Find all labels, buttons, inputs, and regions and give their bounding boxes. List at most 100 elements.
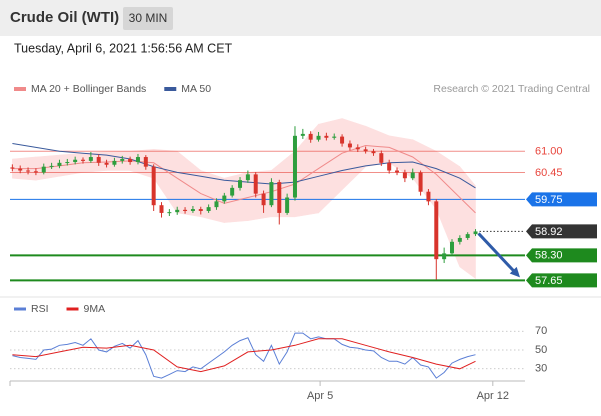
candle-body [18, 168, 23, 171]
level-tag [526, 192, 597, 207]
candle-body [371, 151, 376, 154]
timeframe: 30 MIN [129, 11, 168, 25]
candle-body [159, 205, 164, 213]
candle-body [434, 201, 439, 260]
candle-body [300, 133, 305, 136]
candle-body [10, 167, 15, 169]
candle-body [395, 170, 400, 173]
bollinger-band [247, 170, 272, 221]
candle-body [347, 143, 352, 148]
bollinger-band [224, 172, 249, 223]
candle-body [88, 157, 93, 161]
candle-body [73, 159, 78, 163]
candle-body [402, 172, 407, 179]
candle-body [285, 197, 290, 213]
candle-body [442, 253, 447, 260]
indicator-line [12, 332, 476, 379]
level-tag [526, 224, 597, 239]
level-label: 58.92 [535, 226, 563, 238]
candle-body [175, 209, 180, 213]
candle-body [104, 162, 109, 165]
candle-body [379, 153, 384, 163]
candle-body [316, 135, 321, 140]
source: Research © 2021 Trading Central [433, 83, 590, 95]
candle-body [81, 159, 86, 161]
projection-arrow [477, 232, 518, 275]
candle-body [426, 191, 431, 202]
candle-body [465, 234, 470, 238]
level-tag [526, 248, 597, 263]
candle-body [112, 160, 117, 165]
candle-body [261, 193, 266, 206]
y-tick-label: 70 [535, 325, 547, 337]
candle-body [198, 209, 203, 211]
candle-body [49, 165, 54, 167]
candle-body [253, 174, 258, 194]
candle-body [292, 135, 297, 198]
candle-body [151, 166, 156, 206]
candle-body [143, 157, 148, 167]
timeframe-badge [123, 7, 173, 30]
candle-body [183, 209, 188, 211]
candle-body [340, 136, 345, 144]
bollinger-band [388, 135, 414, 179]
candle-body [65, 162, 70, 164]
candle-body [473, 231, 478, 235]
legend-label: 9MA [84, 303, 106, 315]
projection-arrowhead [509, 266, 520, 278]
level-label: 58.30 [535, 250, 563, 262]
level-label: 59.75 [535, 194, 563, 206]
level-tag [526, 273, 597, 288]
candle-body [410, 172, 415, 179]
level-label: 61.00 [535, 146, 563, 158]
candle-body [57, 162, 62, 166]
candle-body [245, 174, 250, 181]
candle-body [26, 170, 31, 172]
candle-body [33, 171, 38, 173]
candle-body [449, 241, 454, 254]
timestamp: Tuesday, April 6, 2021 1:56:56 AM CET [14, 41, 233, 55]
candle-body [214, 201, 219, 208]
bollinger-band [176, 150, 202, 218]
candle-body [457, 237, 462, 242]
price-panel: MA 20 + Bollinger Bands MA 50 61.00 60.45 59… [10, 83, 597, 288]
candle-body [206, 207, 211, 211]
candle-body [355, 147, 360, 150]
candle-body [238, 180, 243, 188]
header-bar [0, 0, 601, 36]
bollinger-band [412, 139, 437, 210]
legend-label: RSI [31, 303, 49, 315]
candle-body [387, 162, 392, 171]
indicator-line [12, 338, 476, 373]
candle-body [308, 133, 313, 140]
candle-body [269, 182, 274, 206]
candle-body [167, 212, 172, 214]
candle-body [418, 172, 423, 192]
bollinger-band [129, 148, 154, 179]
candle-body [230, 187, 235, 196]
legend-label: MA 50 [181, 83, 211, 95]
x-tick-label: Apr 5 [307, 390, 333, 402]
bollinger-band [153, 148, 178, 214]
candle-body [324, 135, 329, 138]
candle-body [96, 157, 101, 163]
candle-body [135, 157, 140, 163]
candle-body [120, 158, 125, 161]
candle-body [128, 158, 133, 163]
candle-body [277, 182, 282, 213]
rsi-panel: RSI 9MA 70 50 30 Apr 5 Apr 12 [9, 303, 547, 402]
candle-body [332, 136, 337, 138]
bollinger-band [341, 118, 366, 191]
bollinger-band [459, 165, 476, 279]
candle-body [41, 166, 46, 173]
y-tick-label: 50 [535, 344, 547, 356]
legend-label: MA 20 + Bollinger Bands [31, 83, 146, 95]
candle-body [222, 195, 227, 202]
level-label: 60.45 [535, 167, 563, 179]
y-tick-label: 30 [535, 363, 547, 375]
candle-body [190, 209, 195, 211]
x-tick-label: Apr 12 [477, 390, 509, 402]
candle-body [363, 149, 368, 152]
